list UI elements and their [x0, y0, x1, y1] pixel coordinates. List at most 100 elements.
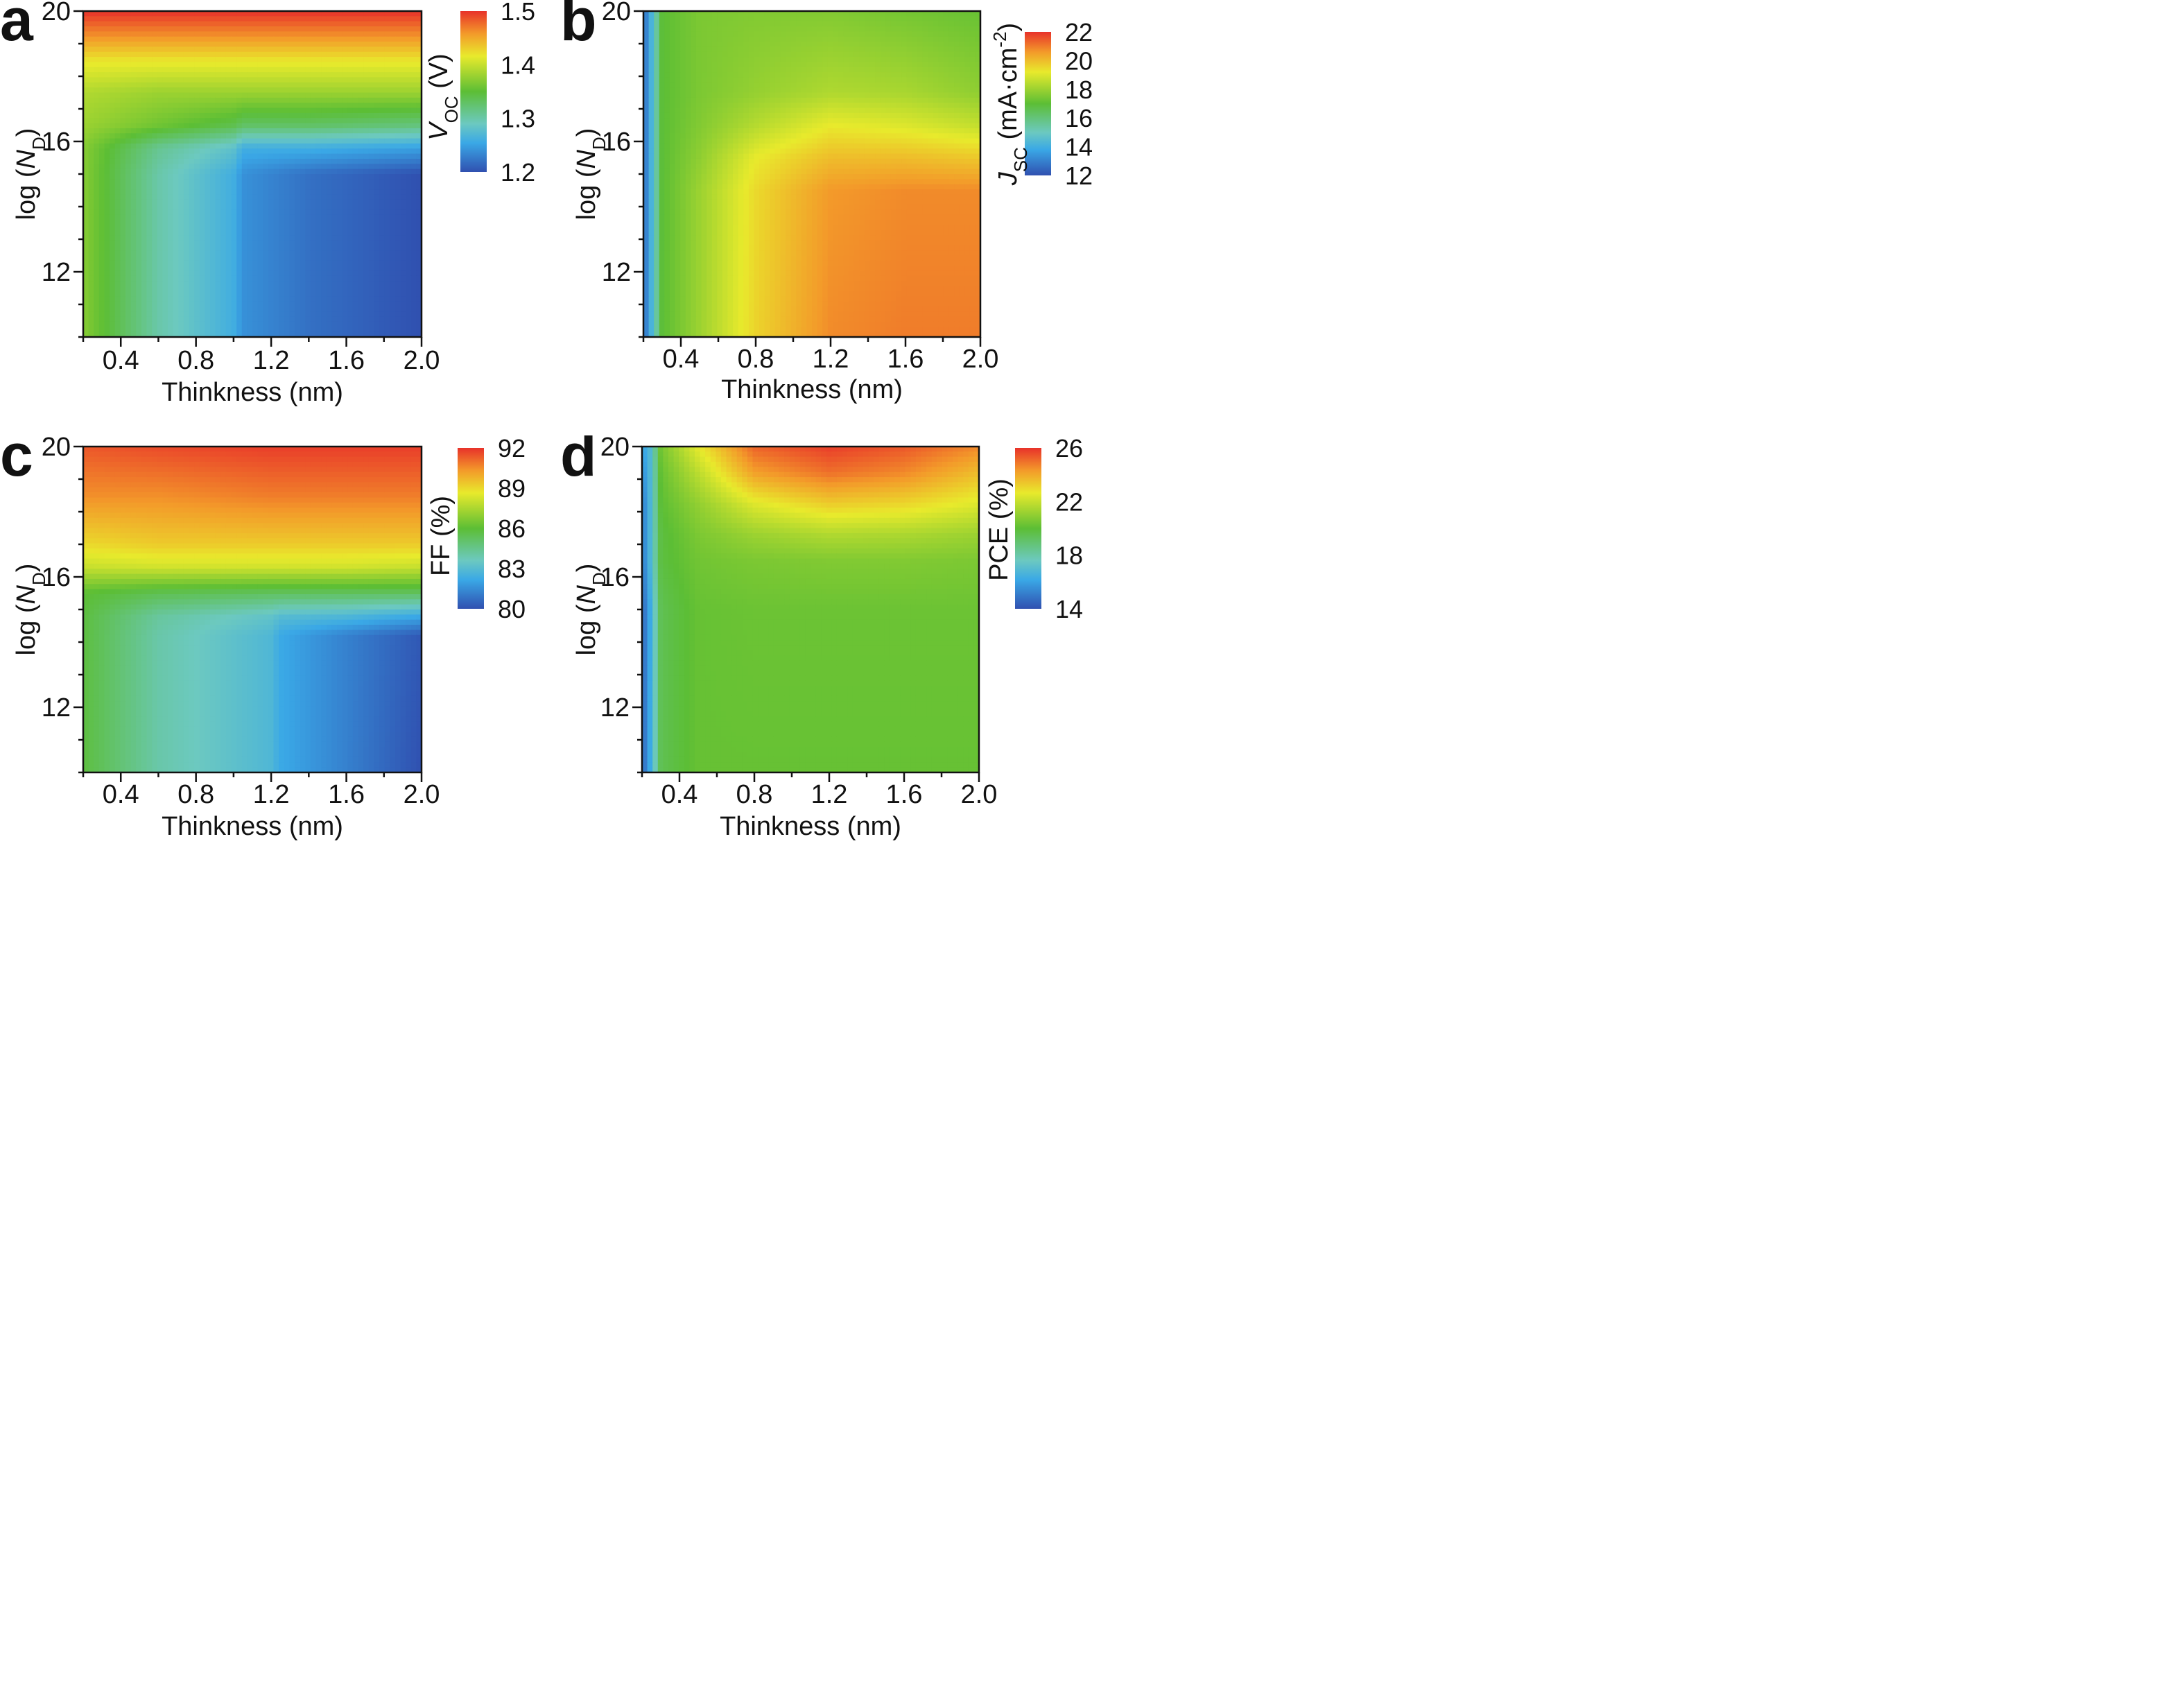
heatmap-cell	[284, 11, 291, 17]
heatmap-cell	[130, 143, 137, 150]
heatmap-cell	[263, 77, 269, 83]
heatmap-cell	[711, 51, 718, 58]
heatmap-cell	[374, 225, 380, 231]
heatmap-cell	[98, 123, 105, 129]
heatmap-cell	[321, 194, 327, 200]
heatmap-cell	[664, 42, 670, 48]
heatmap-cell	[648, 67, 655, 73]
heatmap-cell	[268, 118, 275, 124]
heatmap-cell	[104, 174, 110, 180]
heatmap-cell	[205, 199, 211, 205]
heatmap-cell	[943, 57, 950, 63]
heatmap-cell	[210, 77, 216, 83]
heatmap-cell	[384, 77, 391, 83]
heatmap-cell	[104, 199, 110, 205]
heatmap-cell	[337, 331, 343, 338]
heatmap-cell	[104, 21, 110, 27]
heatmap-cell	[125, 199, 132, 205]
heatmap-cell	[88, 311, 95, 318]
heatmap-cell	[205, 128, 211, 135]
heatmap-cell	[178, 235, 184, 241]
heatmap-cell	[843, 11, 849, 17]
heatmap-cell	[352, 36, 359, 42]
heatmap-cell	[315, 31, 322, 37]
heatmap-cell	[796, 51, 802, 58]
heatmap-cell	[780, 67, 786, 73]
heatmap-cell	[98, 26, 105, 33]
heatmap-cell	[120, 296, 126, 302]
heatmap-cell	[358, 42, 364, 48]
heatmap-cell	[225, 255, 232, 261]
heatmap-cell	[210, 72, 216, 78]
heatmap-cell	[130, 62, 137, 68]
heatmap-cell	[410, 87, 417, 94]
heatmap-cell	[337, 67, 343, 73]
heatmap-cell	[231, 118, 237, 124]
heatmap-cell	[352, 77, 359, 83]
heatmap-cell	[843, 72, 849, 78]
heatmap-cell	[390, 214, 396, 220]
heatmap-cell	[231, 112, 237, 119]
heatmap-cell	[853, 72, 860, 78]
heatmap-cell	[125, 103, 132, 109]
heatmap-cell	[215, 158, 222, 165]
heatmap-cell	[120, 16, 126, 22]
heatmap-cell	[853, 42, 860, 48]
heatmap-cell	[822, 46, 829, 53]
heatmap-cell	[225, 72, 232, 78]
heatmap-cell	[347, 174, 354, 180]
heatmap-cell	[98, 164, 105, 170]
heatmap-cell	[300, 311, 306, 318]
heatmap-cell	[210, 260, 216, 266]
heatmap-cell	[358, 255, 364, 261]
heatmap-cell	[901, 26, 908, 33]
heatmap-cell	[379, 331, 385, 338]
heatmap-cell	[104, 179, 110, 185]
heatmap-cell	[173, 291, 180, 297]
heatmap-cell	[247, 194, 253, 200]
heatmap-cell	[263, 62, 269, 68]
heatmap-cell	[352, 31, 359, 37]
heatmap-cell	[922, 26, 928, 33]
heatmap-cell	[215, 311, 222, 318]
heatmap-cell	[141, 168, 148, 175]
heatmap-cell	[342, 291, 349, 297]
heatmap-cell	[178, 245, 184, 251]
heatmap-cell	[384, 67, 391, 73]
heatmap-cell	[130, 306, 137, 313]
heatmap-cell	[342, 148, 349, 155]
heatmap-cell	[416, 36, 422, 42]
heatmap-cell	[954, 67, 960, 73]
heatmap-cell	[284, 174, 291, 180]
heatmap-cell	[395, 225, 401, 231]
heatmap-cell	[822, 31, 829, 37]
heatmap-cell	[225, 250, 232, 257]
heatmap-cell	[770, 72, 776, 78]
heatmap-cell	[368, 179, 375, 185]
heatmap-cell	[774, 31, 781, 37]
heatmap-cell	[241, 184, 248, 190]
heatmap-cell	[183, 82, 190, 88]
heatmap-cell	[257, 331, 264, 338]
heatmap-cell	[162, 11, 168, 17]
heatmap-cell	[263, 36, 269, 42]
heatmap-cell	[400, 189, 406, 196]
heatmap-cell	[136, 225, 142, 231]
heatmap-cell	[279, 97, 285, 103]
heatmap-cell	[374, 291, 380, 297]
heatmap-cell	[94, 209, 100, 216]
heatmap-cell	[189, 205, 195, 211]
heatmap-cell	[912, 36, 918, 42]
heatmap-cell	[231, 270, 237, 277]
heatmap-cell	[88, 138, 95, 144]
heatmap-cell	[146, 128, 153, 135]
heatmap-cell	[384, 164, 391, 170]
heatmap-cell	[125, 255, 132, 261]
heatmap-cell	[342, 327, 349, 333]
heatmap-cell	[310, 128, 317, 135]
heatmap-cell	[315, 296, 322, 302]
heatmap-cell	[410, 260, 417, 266]
heatmap-cell	[305, 72, 311, 78]
heatmap-cell	[295, 67, 301, 73]
heatmap-cell	[368, 82, 375, 88]
